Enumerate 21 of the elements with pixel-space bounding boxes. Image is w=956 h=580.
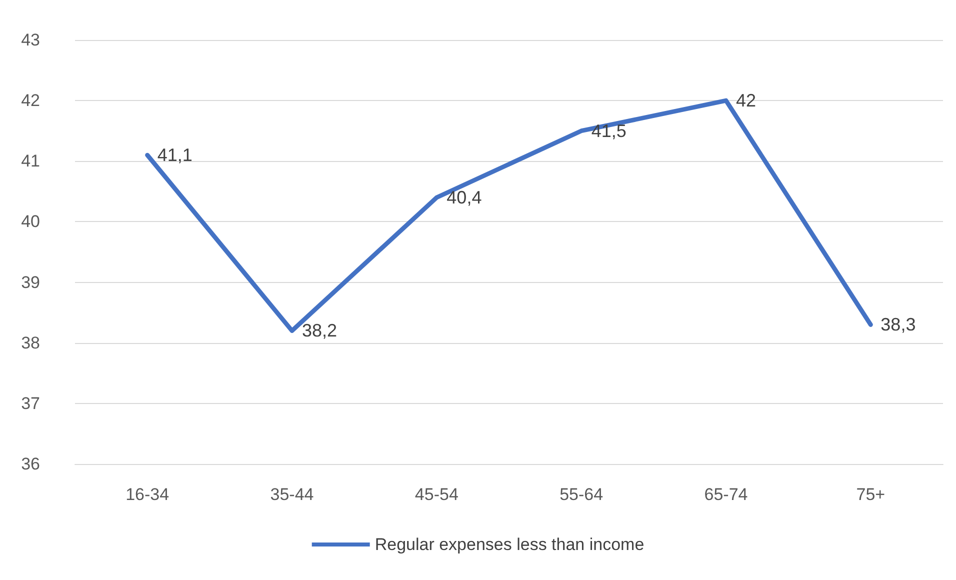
x-tick-label: 16-34 [126, 485, 170, 504]
x-tick-label: 55-64 [560, 485, 604, 504]
y-tick-label: 39 [21, 272, 40, 292]
y-tick-label: 43 [21, 30, 40, 50]
y-tick-label: 36 [21, 454, 40, 474]
data-label: 41,5 [591, 120, 626, 141]
y-tick-label: 42 [21, 91, 40, 110]
y-tick-label: 40 [21, 212, 40, 232]
legend-label: Regular expenses less than income [374, 535, 644, 554]
x-tick-label: 75+ [856, 485, 886, 504]
x-tick-label: 45-54 [414, 485, 458, 504]
y-tick-label: 38 [21, 333, 40, 352]
data-label: 38,2 [302, 320, 338, 341]
data-label: 41,1 [157, 145, 192, 166]
y-tick-label: 37 [21, 394, 40, 413]
data-label: 42 [736, 90, 756, 111]
data-label: 38,3 [880, 314, 916, 335]
y-tick-label: 41 [21, 152, 40, 171]
x-tick-label: 35-44 [270, 485, 314, 504]
data-label: 40,4 [446, 187, 482, 208]
x-tick-label: 65-74 [704, 485, 748, 504]
